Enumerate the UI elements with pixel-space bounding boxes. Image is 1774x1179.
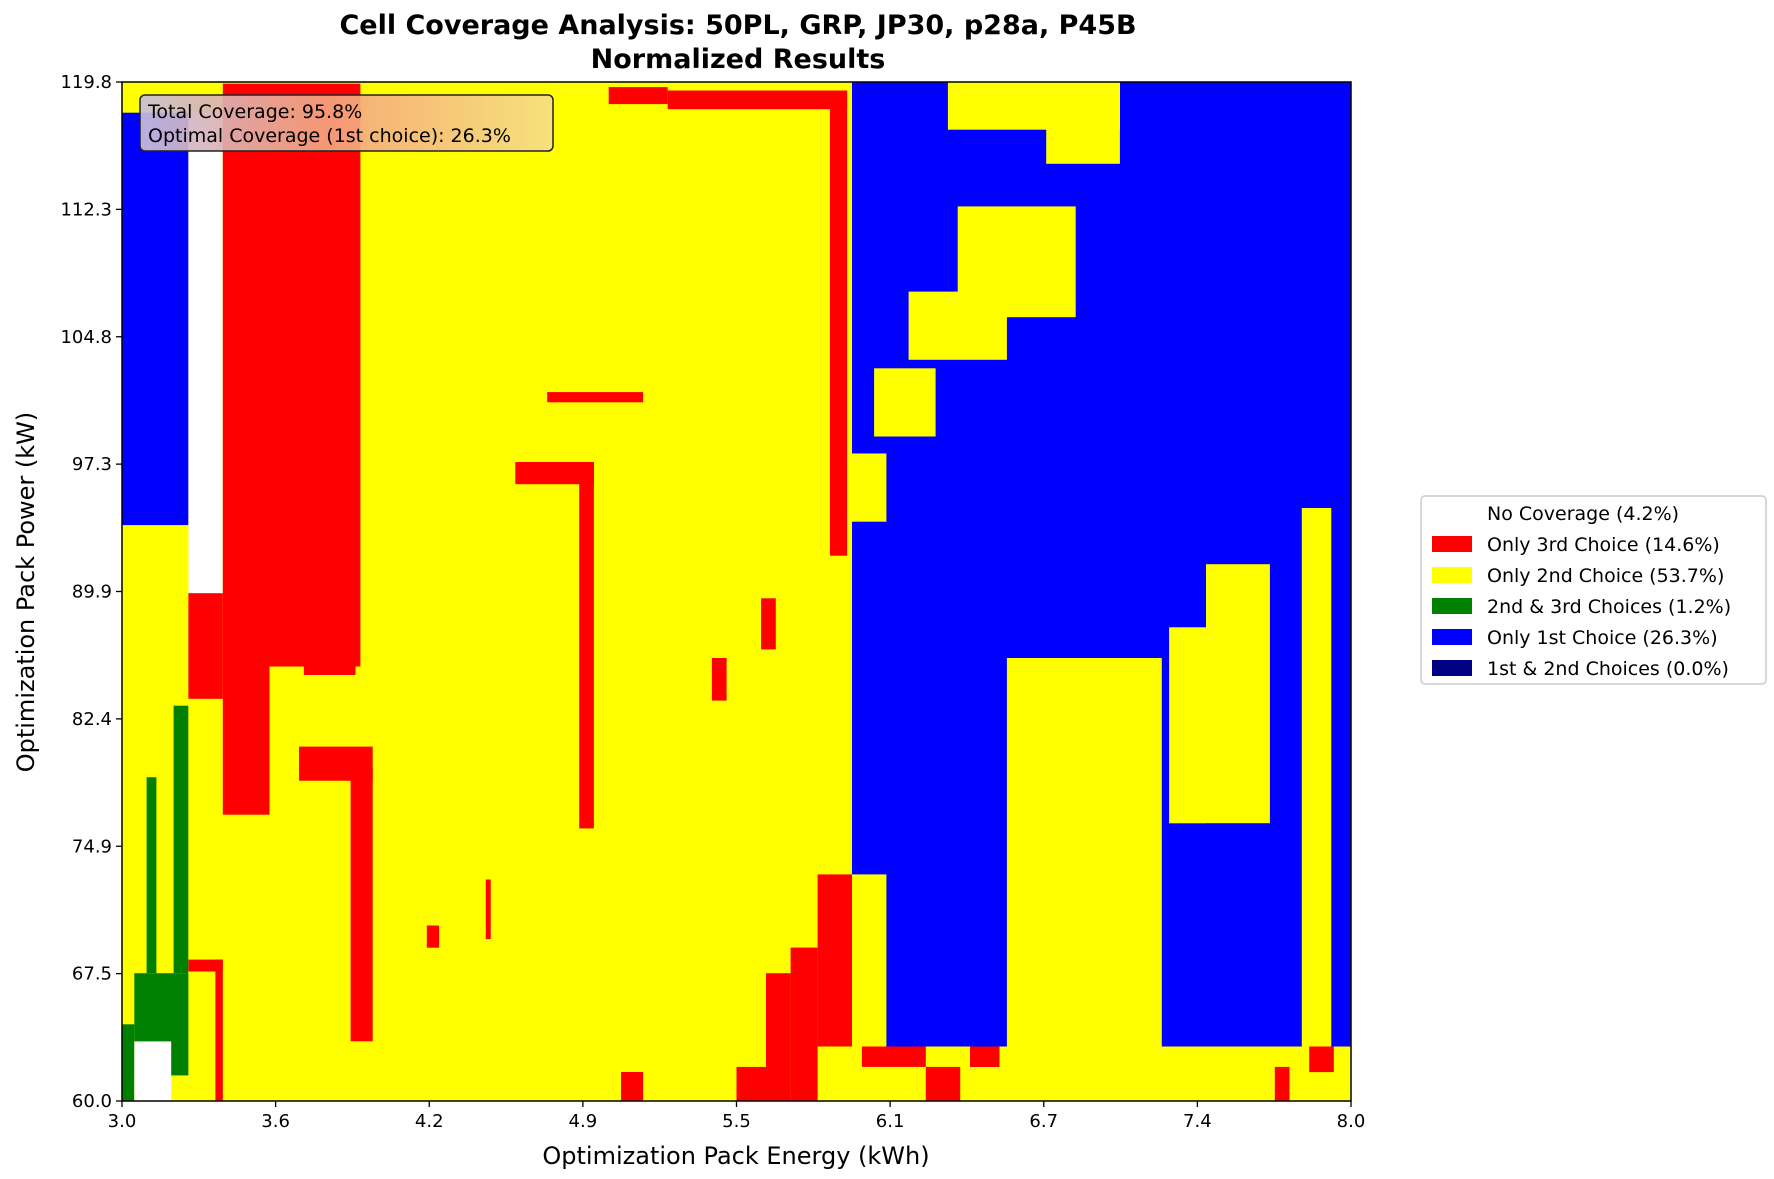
- legend-swatch: [1432, 536, 1472, 552]
- plot-area: [122, 82, 1351, 1101]
- x-tick-label: 7.4: [1183, 1111, 1212, 1132]
- coverage-region-44: [1046, 95, 1120, 164]
- legend-swatch: [1432, 629, 1472, 645]
- y-axis-label: Optimization Pack Power (kW): [12, 412, 40, 773]
- x-tick-label: 6.7: [1029, 1111, 1058, 1132]
- y-tick-label: 60.0: [72, 1091, 112, 1112]
- coverage-region-46: [1169, 627, 1206, 824]
- annotation-total-coverage: Total Coverage: 95.8%: [147, 101, 362, 123]
- legend-label: No Coverage (4.2%): [1487, 503, 1679, 525]
- chart-title: Cell Coverage Analysis: 50PL, GRP, JP30,…: [339, 10, 1136, 41]
- y-axis-ticks: 60.0 67.5 74.9 82.4 89.9 97.3 104.8 112.3 119.8: [60, 72, 122, 1112]
- coverage-region-1: [122, 112, 189, 526]
- legend-label: Only 3rd Choice (14.6%): [1487, 534, 1720, 556]
- coverage-region-5: [222, 666, 270, 815]
- coverage-region-40: [874, 368, 936, 437]
- x-tick-label: 4.2: [415, 1111, 444, 1132]
- coverage-region-11: [515, 462, 594, 485]
- coverage-region-35: [146, 777, 157, 974]
- y-tick-label: 104.8: [60, 327, 112, 348]
- coverage-region-47: [1206, 564, 1270, 824]
- legend-swatch: [1432, 598, 1472, 614]
- y-tick-label: 89.9: [72, 582, 112, 603]
- annotation-box: [139, 94, 554, 152]
- legend-label: 1st & 2nd Choices (0.0%): [1487, 658, 1729, 680]
- legend: No Coverage (4.2%) Only 3rd Choice (14.6%…: [1420, 495, 1767, 685]
- coverage-region-10: [215, 959, 223, 1101]
- y-tick-label: 67.5: [72, 964, 112, 985]
- x-axis-ticks: 3.0 3.6 4.2 4.9 5.5 6.1 6.7 7.4 8.0: [108, 1101, 1366, 1132]
- coverage-region-33: [122, 1024, 135, 1101]
- y-tick-label: 119.8: [60, 72, 112, 93]
- x-tick-label: 8.0: [1337, 1111, 1366, 1132]
- coverage-region-22: [736, 1066, 766, 1101]
- chart-subtitle: Normalized Results: [591, 44, 886, 75]
- coverage-region-21: [621, 1072, 644, 1101]
- y-tick-label: 82.4: [72, 709, 112, 730]
- coverage-region-27: [925, 1066, 961, 1101]
- coverage-region-39: [852, 453, 887, 522]
- coverage-region-14: [608, 87, 668, 105]
- legend-swatch: [1432, 660, 1472, 676]
- legend-swatch: [1432, 567, 1472, 583]
- coverage-region-17: [761, 598, 776, 650]
- coverage-region-2: [188, 112, 223, 594]
- annotation-optimal-coverage: Optimal Coverage (1st choice): 26.3%: [148, 125, 511, 147]
- coverage-region-12: [579, 462, 594, 829]
- coverage-region-6: [303, 606, 356, 675]
- coverage-region-36: [173, 705, 189, 974]
- x-tick-label: 3.6: [261, 1111, 290, 1132]
- coverage-region-3: [222, 83, 361, 667]
- coverage-region-16: [829, 90, 848, 556]
- y-tick-label: 112.3: [60, 199, 112, 220]
- coverage-region-24: [790, 947, 818, 1101]
- x-tick-label: 3.0: [108, 1111, 137, 1132]
- coverage-region-13: [547, 392, 644, 403]
- coverage-region-19: [426, 925, 440, 948]
- coverage-region-15: [667, 90, 848, 110]
- coverage-region-37: [134, 1041, 172, 1101]
- coverage-region-48: [1301, 508, 1332, 1047]
- legend-swatch: [1432, 505, 1472, 521]
- y-tick-label: 74.9: [72, 836, 112, 857]
- x-tick-label: 5.5: [722, 1111, 751, 1132]
- legend-label: 2nd & 3rd Choices (1.2%): [1487, 596, 1731, 618]
- coverage-region-45: [1006, 658, 1162, 1047]
- x-tick-label: 6.1: [876, 1111, 905, 1132]
- coverage-region-23: [766, 973, 791, 1101]
- coverage-region-20: [485, 879, 491, 940]
- coverage-region-31: [1274, 1066, 1290, 1101]
- coverage-region-8: [350, 768, 373, 1042]
- x-axis-label: Optimization Pack Energy (kWh): [542, 1142, 929, 1170]
- legend-frame: [1420, 495, 1767, 685]
- coverage-region-42: [957, 206, 1076, 318]
- coverage-annotation: Total Coverage: 95.8% Optimal Coverage (…: [139, 94, 554, 152]
- coverage-region-4: [188, 593, 223, 699]
- coverage-region-9: [188, 959, 223, 972]
- y-tick-label: 97.3: [72, 454, 112, 475]
- x-tick-label: 4.9: [569, 1111, 598, 1132]
- coverage-region-18: [711, 658, 727, 701]
- coverage-region-49: [852, 874, 887, 1047]
- legend-label: Only 2nd Choice (53.7%): [1487, 565, 1724, 587]
- legend-label: Only 1st Choice (26.3%): [1487, 627, 1718, 649]
- coverage-region-32: [1309, 1046, 1334, 1073]
